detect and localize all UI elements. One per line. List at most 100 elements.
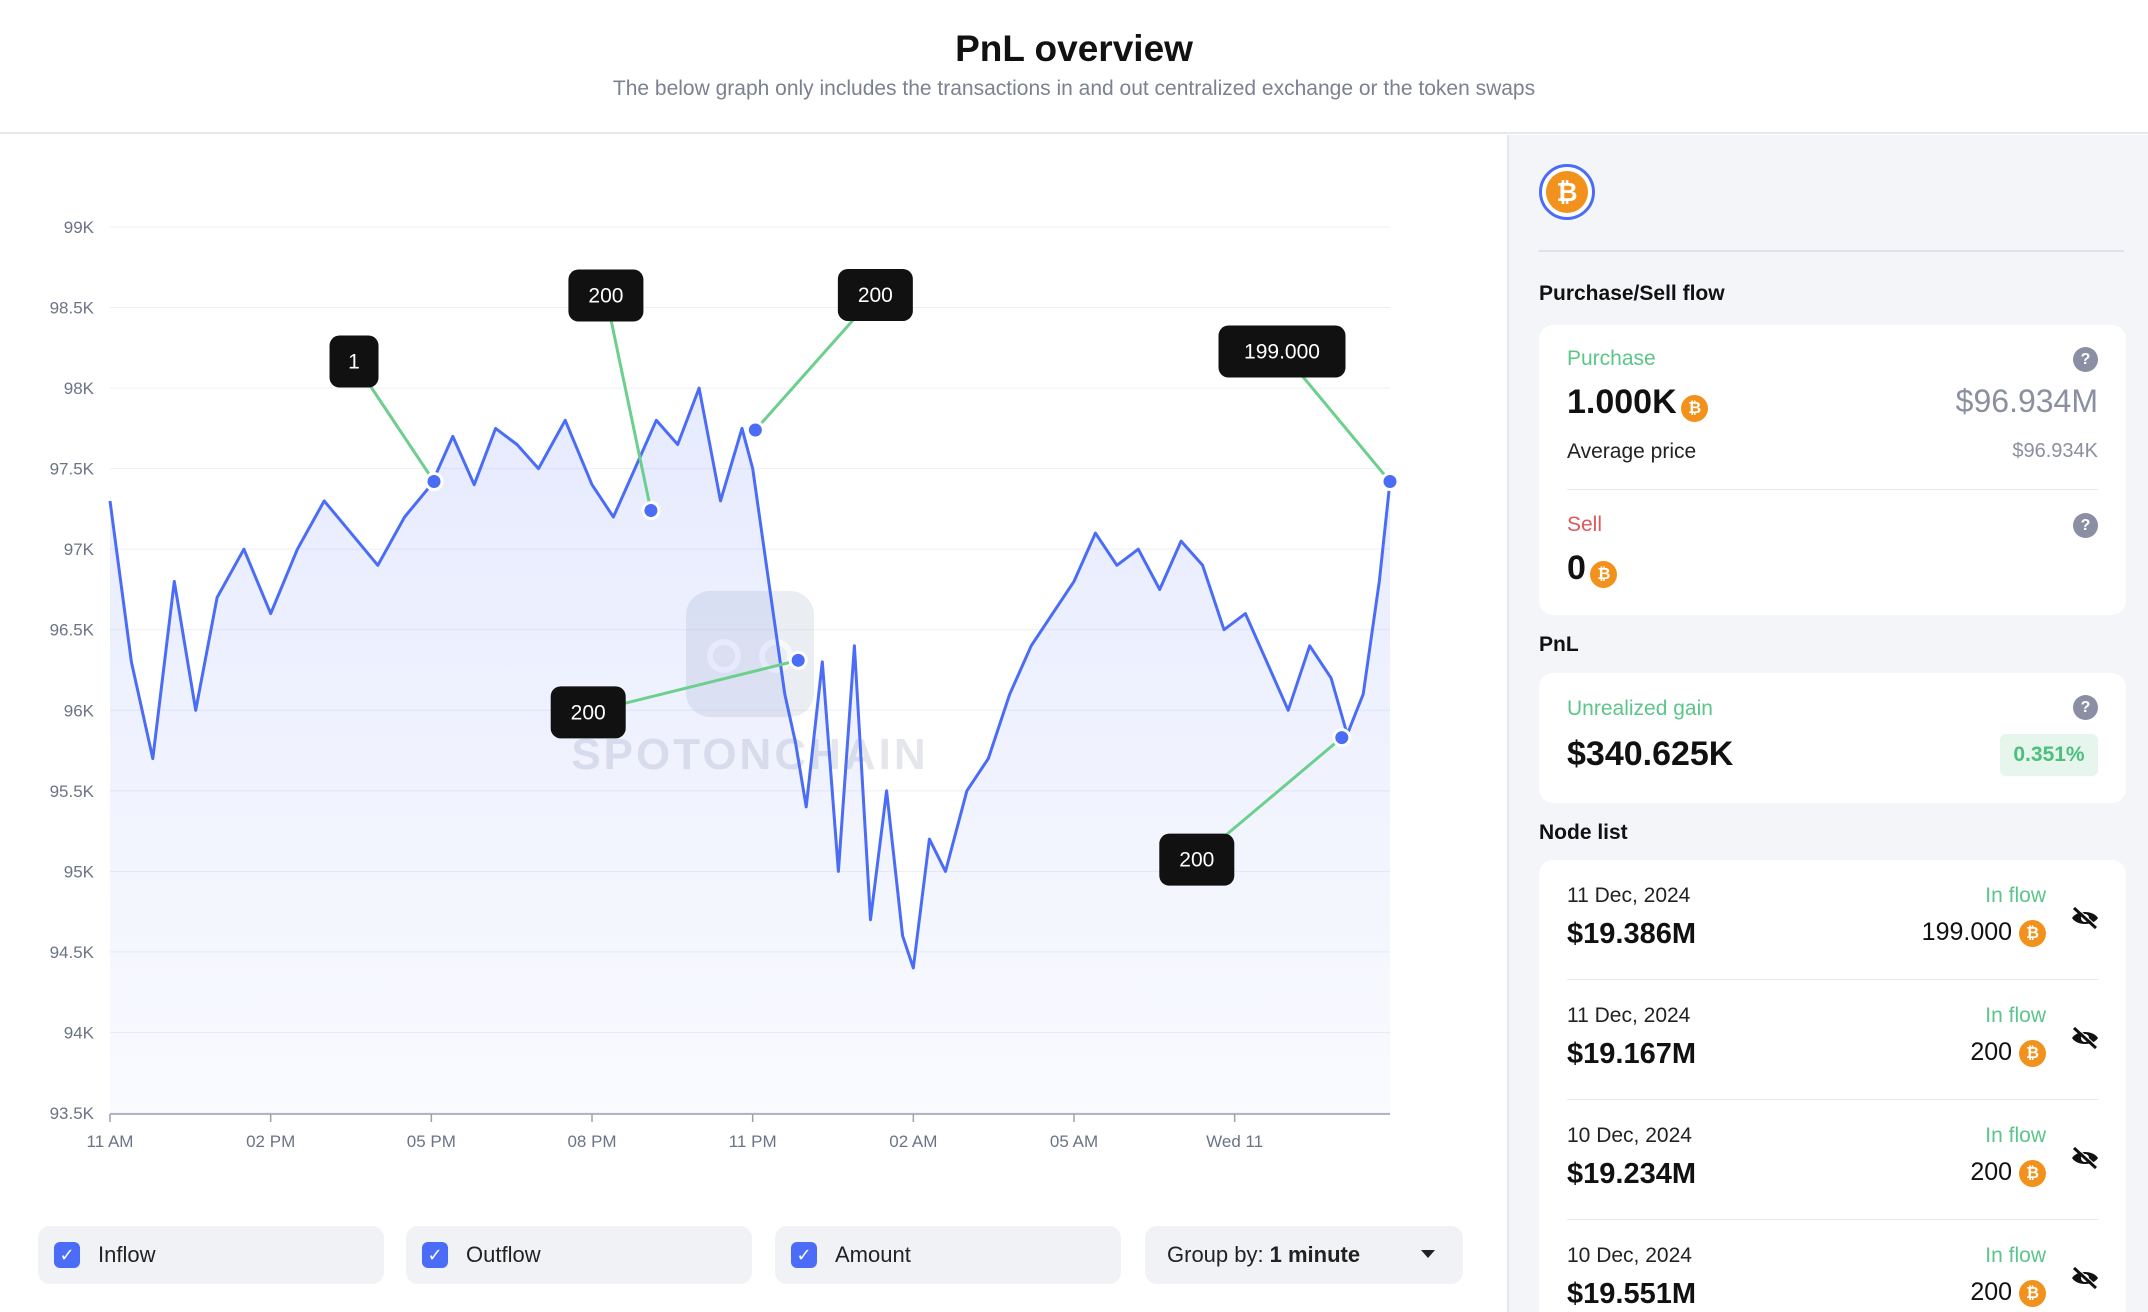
node-amount-group: 200 ₿ [1970, 1038, 2046, 1067]
bitcoin-icon: ₿ [2019, 1159, 2046, 1187]
purchase-sell-title: Purchase/Sell flow [1539, 282, 1725, 305]
marker-dot[interactable] [1380, 472, 1400, 492]
marker-dot[interactable] [788, 650, 808, 670]
eye-off-icon[interactable] [2070, 906, 2100, 930]
outflow-toggle[interactable]: ✓ Outflow [406, 1226, 752, 1284]
page-title: PnL overview [955, 28, 1193, 69]
pnl-chart-area: 99K 98.5K 98K 97.5K 97K 96.5K 96K 95.5K 95K 94.5K… [0, 135, 1506, 1312]
marker-callout-box [550, 686, 626, 739]
average-price-label: Average price [1567, 440, 1697, 463]
node-list: 11 Dec, 2024 In flow $19.386M 199.000 ₿ … [1539, 860, 2126, 1312]
row-divider [1567, 1219, 2098, 1220]
y-axis-ticks: 99K 98.5K 98K 97.5K 97K 96.5K 96K 95.5K 95K 94.5K… [50, 218, 95, 1123]
purchase-sell-card: Purchase ? 1.000K ₿ $96.934M Average pri… [1539, 325, 2126, 615]
group-by-value: 1 minute [1269, 1242, 1361, 1267]
marker-dot[interactable] [745, 420, 765, 440]
marker-callout-box [568, 269, 644, 322]
purchase-help-icon[interactable]: ? [2073, 347, 2098, 372]
flow-marker[interactable]: 1 [329, 335, 444, 492]
list-item[interactable]: 10 Dec, 2024 In flow $19.551M 200 ₿ [1539, 1220, 2126, 1312]
pnl-help-icon[interactable]: ? [2073, 695, 2098, 720]
marker-connector [604, 295, 653, 511]
pnl-chart[interactable]: 99K 98.5K 98K 97.5K 97K 96.5K 96K 95.5K 95K 94.5K… [0, 135, 1506, 1312]
node-amount: 200 [1970, 1158, 2013, 1186]
chart-controls: ✓ Inflow ✓ Outflow ✓ Amount Group by: 1 … [38, 1226, 1468, 1286]
group-by-select[interactable]: Group by: 1 minute [1145, 1226, 1463, 1284]
sell-amount: 0 [1567, 549, 1586, 587]
marker-callout-label: 199.000 [1244, 341, 1320, 364]
group-by-label: Group by: [1167, 1242, 1264, 1267]
y-tick-label: 94.5K [50, 943, 95, 962]
y-tick-label: 99K [64, 218, 95, 237]
y-tick-label: 94K [64, 1023, 95, 1042]
eye-off-icon[interactable] [2070, 1266, 2100, 1290]
marker-dot[interactable] [1332, 728, 1352, 748]
inflow-checkbox-icon[interactable]: ✓ [54, 1242, 80, 1268]
list-item[interactable]: 11 Dec, 2024 In flow $19.386M 199.000 ₿ [1539, 860, 2126, 980]
flow-marker[interactable]: 200 [550, 650, 808, 739]
pnl-percent-badge: 0.351% [2000, 734, 2098, 776]
y-tick-label: 93.5K [50, 1104, 95, 1123]
sell-label: Sell [1567, 513, 1603, 536]
flow-markers[interactable]: 1 200 200 200 200 199.000 [329, 268, 1400, 886]
average-price-value: $96.934K [2012, 440, 2098, 462]
amount-checkbox-icon[interactable]: ✓ [791, 1242, 817, 1268]
amount-toggle[interactable]: ✓ Amount [775, 1226, 1121, 1284]
flow-marker[interactable]: 200 [1159, 728, 1352, 886]
node-flow-type: In flow [1985, 1244, 2046, 1267]
purchase-label: Purchase [1567, 347, 1656, 370]
list-item[interactable]: 11 Dec, 2024 In flow $19.167M 200 ₿ [1539, 980, 2126, 1100]
marker-dot[interactable] [424, 472, 444, 492]
y-tick-label: 96.5K [50, 621, 95, 640]
node-amount-group: 200 ₿ [1970, 1158, 2046, 1187]
x-tick-label: 11 PM [729, 1132, 777, 1151]
eye-off-icon[interactable] [2070, 1146, 2100, 1170]
marker-callout-label: 200 [858, 284, 893, 307]
flow-marker[interactable]: 200 [745, 268, 913, 440]
marker-callout-box [837, 268, 913, 321]
price-area [110, 388, 1390, 1114]
node-date: 10 Dec, 2024 [1567, 1124, 1692, 1147]
purchase-amount: 1.000K [1567, 383, 1677, 421]
list-item[interactable]: 10 Dec, 2024 In flow $19.234M 200 ₿ [1539, 1100, 2126, 1220]
y-tick-label: 97.5K [50, 460, 95, 479]
y-tick-label: 97K [64, 540, 95, 559]
page-header: PnL overview The below graph only includ… [0, 0, 2148, 134]
node-flow-type: In flow [1985, 1124, 2046, 1147]
node-usd: $19.386M [1567, 918, 1696, 950]
page-subtitle: The below graph only includes the transa… [612, 77, 1536, 100]
y-tick-label: 96K [64, 701, 95, 720]
node-amount-group: 200 ₿ [1970, 1278, 2046, 1307]
sell-help-icon[interactable]: ? [2073, 513, 2098, 538]
inflow-toggle[interactable]: ✓ Inflow [38, 1226, 384, 1284]
inflow-label: Inflow [98, 1242, 156, 1267]
node-usd: $19.167M [1567, 1038, 1696, 1070]
row-divider [1567, 979, 2098, 980]
outflow-checkbox-icon[interactable]: ✓ [422, 1242, 448, 1268]
node-amount: 200 [1970, 1038, 2013, 1066]
node-date: 11 Dec, 2024 [1567, 884, 1691, 907]
node-usd: $19.234M [1567, 1158, 1696, 1190]
token-avatar: ₿ [1539, 164, 1595, 220]
node-amount: 199.000 [1921, 918, 2013, 946]
marker-callout-box [1159, 833, 1235, 886]
marker-callout-label: 200 [588, 285, 623, 308]
bitcoin-icon: ₿ [2019, 1039, 2046, 1067]
sell-amount-group: 0 ₿ [1567, 549, 1618, 589]
bitcoin-icon: ₿ [2019, 919, 2046, 947]
y-tick-label: 98.5K [50, 299, 95, 318]
marker-dot[interactable] [641, 501, 661, 521]
row-divider [1567, 1099, 2098, 1100]
marker-callout-label: 200 [1179, 849, 1214, 872]
bitcoin-icon: ₿ [1590, 561, 1618, 589]
price-line [108, 386, 1392, 970]
price-line-path[interactable] [108, 386, 1392, 970]
bitcoin-icon: ₿ [1546, 171, 1588, 213]
x-axis: 11 AM 02 PM 05 PM 08 PM 11 PM 02 AM 05 AM Wed 1… [87, 1113, 1390, 1151]
flow-marker[interactable]: 200 [568, 269, 661, 521]
flow-marker[interactable]: 199.000 [1218, 325, 1400, 492]
eye-off-icon[interactable] [2070, 1026, 2100, 1050]
bitcoin-icon: ₿ [1681, 395, 1709, 423]
pnl-card: Unrealized gain ? $340.625K 0.351% [1539, 673, 2126, 803]
sidebar-divider [1539, 250, 2124, 252]
